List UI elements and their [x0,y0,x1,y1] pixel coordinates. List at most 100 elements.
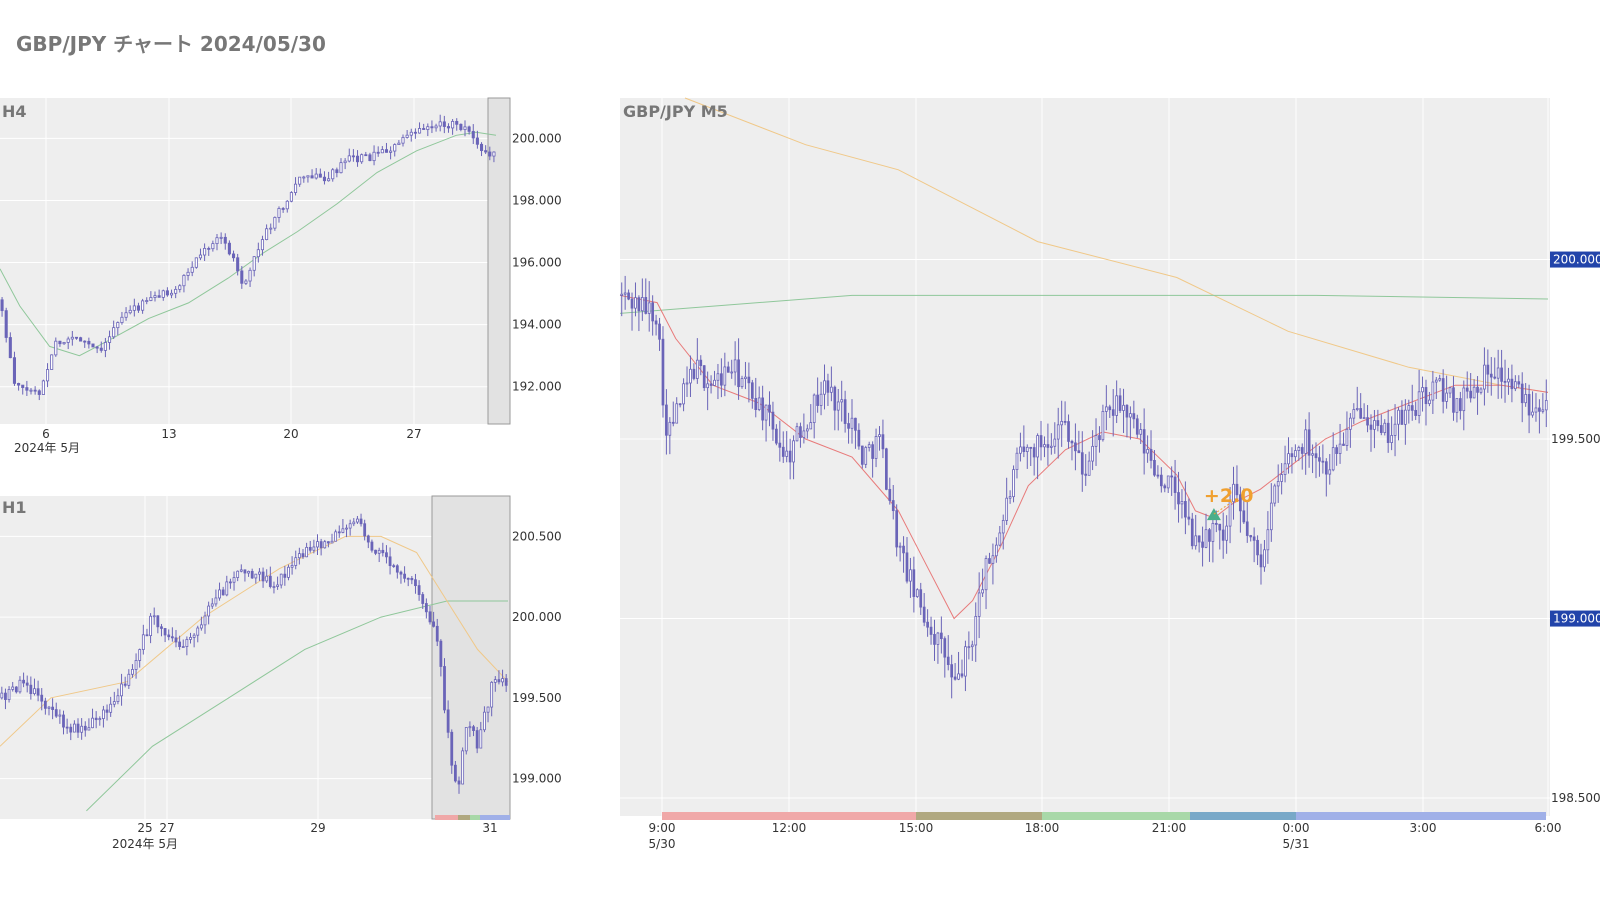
h1-candle [399,571,403,575]
m5-candle [757,397,761,410]
h4-candle [322,176,327,182]
m5-candle [1335,447,1338,454]
h1-candle [156,615,160,628]
m5-candle [1070,441,1074,444]
h1-candle [145,634,149,637]
h4-candle [401,137,405,144]
m5-candle [857,429,861,447]
h4-y-tick-label: 200.000 [512,131,562,145]
h4-y-tick-label: 198.000 [512,193,562,207]
m5-candle [682,383,685,405]
h4-candle [442,121,446,127]
m5-candle [754,397,758,410]
h1-candle [319,541,323,549]
m5-candle [1338,443,1342,454]
h1-session-bar [435,815,510,820]
m5-candle [1108,406,1112,411]
m5-candle [1397,409,1400,425]
h4-candle [405,134,409,138]
m5-candle [988,558,991,564]
m5-candle [623,292,627,295]
h4-candle [417,128,422,134]
m5-candle [1304,429,1308,454]
h1-candle [363,523,367,537]
m5-y-axis: 199.500 198.500 200.000 199.000 [1550,251,1600,805]
h1-session-segment [470,815,480,820]
m5-candle [1194,535,1198,547]
h4-candle [314,173,318,179]
h1-candle [392,565,396,568]
m5-candle [1187,516,1191,520]
m5-candle [922,606,926,623]
m5-candle [692,368,696,379]
m5-candle [1390,435,1393,443]
m5-price-badge-label: 200.000 [1553,253,1600,267]
m5-candle [1019,446,1022,454]
h4-candle [252,256,256,271]
m5-candle [1362,417,1366,420]
m5-candle [881,434,885,450]
h4-x-tick-label: 13 [161,427,176,441]
h1-candle [152,615,156,618]
m5-candle [1259,554,1263,568]
m5-candle [675,403,679,424]
m5-candle [830,386,833,393]
h1-candle [196,627,200,636]
m5-candle [1507,378,1510,383]
h1-candle [98,718,102,721]
m5-x-tick-label: 18:00 [1025,821,1060,835]
m5-candle [946,656,950,666]
m5-candle [1496,367,1500,379]
h1-candle [341,528,345,533]
m5-candle [895,510,899,548]
h1-candle [22,679,25,684]
h1-candle [18,679,22,693]
h4-candle [434,125,438,129]
h1-candle [207,605,211,617]
h4-candle [459,123,463,130]
h4-candle [215,237,219,245]
h1-candle [40,694,44,702]
m5-candle [1208,529,1211,542]
m5-candle [658,323,661,340]
m5-candle [805,428,809,432]
h1-candle [428,611,432,623]
h1-x-tick-label: 31 [482,821,497,835]
m5-candle [1483,364,1486,390]
m5-candle [1321,460,1325,463]
h4-candle [95,346,99,349]
h4-candle [4,310,8,338]
h4-candle [107,336,112,343]
m5-candle [1263,549,1266,568]
h4-candle [347,155,351,162]
m5-y-tick-label: 198.500 [1551,791,1600,805]
h1-candle [203,615,207,626]
h4-candle [364,154,368,157]
h1-candle [388,556,392,567]
h4-candle [492,151,496,157]
m5-candle [991,555,995,564]
m5-candle [1180,501,1184,505]
m5-candle [840,399,844,403]
m5-candle [750,382,754,399]
m5-candle [716,373,720,381]
m5-candle [836,401,840,411]
m5-candle [1359,408,1363,419]
h1-candle [14,686,18,693]
h4-candle [260,239,265,251]
m5-candle [1544,400,1548,411]
m5-candle [1328,469,1332,475]
h1-candle [102,709,105,720]
h1-session-segment [458,815,470,820]
m5-candle [778,442,782,448]
h4-candle [318,173,322,178]
m5-candle [1524,394,1528,404]
m5-candle [1531,411,1534,416]
m5-candle [1239,494,1242,512]
h1-candle [123,683,127,686]
m5-candle [943,638,947,658]
h1-candle [265,575,269,582]
m5-candle [706,383,709,389]
h1-candle [134,660,138,670]
